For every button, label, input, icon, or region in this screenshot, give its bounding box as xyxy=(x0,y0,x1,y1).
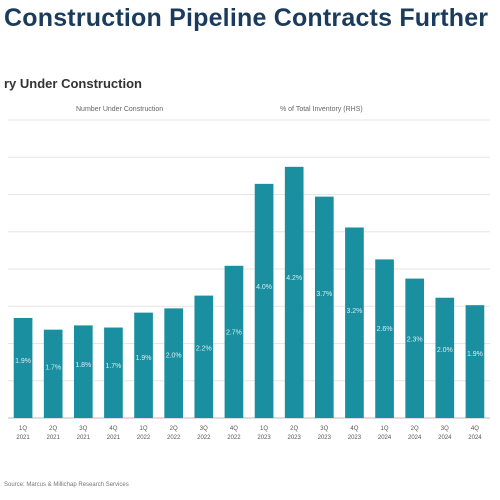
x-tick-label-year: 2023 xyxy=(257,435,271,441)
bar-data-label: 1.9% xyxy=(467,351,483,358)
x-tick-label-quarter: 4Q xyxy=(350,426,358,432)
bar xyxy=(104,327,123,418)
x-tick-label-year: 2022 xyxy=(227,435,241,441)
x-tick-label-quarter: 4Q xyxy=(230,426,238,432)
x-tick-label-year: 2021 xyxy=(47,435,61,441)
x-tick-label-quarter: 2Q xyxy=(170,426,178,432)
bar-data-label: 2.0% xyxy=(166,353,182,360)
x-tick-label-year: 2024 xyxy=(438,435,452,441)
bar xyxy=(43,329,63,418)
x-tick-label-year: 2024 xyxy=(378,435,392,441)
x-tick-label-quarter: 3Q xyxy=(441,426,449,432)
x-tick-label-quarter: 1Q xyxy=(381,426,389,432)
legend-right-label: % of Total Inventory (RHS) xyxy=(280,106,363,113)
bar xyxy=(134,312,153,418)
x-tick-label-quarter: 3Q xyxy=(320,426,328,432)
bar-data-label: 4.2% xyxy=(286,275,302,282)
bar-data-label: 3.2% xyxy=(346,308,362,315)
x-tick-label-year: 2023 xyxy=(288,435,302,441)
chart-subtitle: ry Under Construction xyxy=(4,76,142,91)
x-tick-label-year: 2024 xyxy=(468,435,482,441)
bar xyxy=(345,227,364,418)
x-tick-label-year: 2022 xyxy=(197,435,211,441)
bar-data-label: 1.7% xyxy=(45,364,61,371)
bar xyxy=(73,325,93,418)
bar xyxy=(13,317,33,418)
bar-data-label: 2.3% xyxy=(407,336,423,343)
x-tick-label-quarter: 1Q xyxy=(260,426,268,432)
x-tick-label-quarter: 4Q xyxy=(471,426,479,432)
x-tick-label-quarter: 2Q xyxy=(290,426,298,432)
bar-data-label: 4.0% xyxy=(256,284,272,291)
bar-data-label: 2.7% xyxy=(226,329,242,336)
bar-data-label: 1.7% xyxy=(105,363,121,370)
x-tick-label-quarter: 1Q xyxy=(140,426,148,432)
bar xyxy=(405,278,425,418)
bar xyxy=(254,183,274,418)
bar xyxy=(435,297,455,418)
x-tick-label-year: 2021 xyxy=(16,435,30,441)
bar-data-label: 2.2% xyxy=(196,346,212,353)
bar-data-label: 1.9% xyxy=(136,355,152,362)
x-tick-label-year: 2023 xyxy=(318,435,332,441)
bar-data-label: 2.6% xyxy=(377,326,393,333)
legend-left-label: Number Under Construction xyxy=(76,106,164,113)
x-tick-label-quarter: 3Q xyxy=(79,426,87,432)
x-tick-label-year: 2023 xyxy=(348,435,362,441)
bar xyxy=(224,265,244,418)
x-tick-label-quarter: 3Q xyxy=(200,426,208,432)
x-tick-label-quarter: 2Q xyxy=(49,426,57,432)
bar xyxy=(284,166,304,418)
x-tick-label-year: 2021 xyxy=(107,435,121,441)
bar-data-label: 2.0% xyxy=(437,347,453,354)
page-title: Construction Pipeline Contracts Further xyxy=(4,4,489,32)
bar-data-label: 3.7% xyxy=(316,291,332,298)
bar xyxy=(465,305,485,418)
bar-data-label: 1.9% xyxy=(15,358,31,365)
x-tick-label-quarter: 2Q xyxy=(411,426,419,432)
bar xyxy=(314,196,334,418)
source-note: Source: Marcus & Millichap Research Serv… xyxy=(4,482,129,488)
x-tick-label-year: 2021 xyxy=(77,435,91,441)
x-tick-label-year: 2022 xyxy=(167,435,181,441)
x-tick-label-year: 2022 xyxy=(137,435,151,441)
bar-data-label: 1.8% xyxy=(75,362,91,369)
bar xyxy=(164,308,184,418)
x-tick-label-year: 2024 xyxy=(408,435,422,441)
bar xyxy=(194,295,214,418)
x-tick-label-quarter: 4Q xyxy=(109,426,117,432)
bar xyxy=(375,259,394,418)
x-tick-label-quarter: 1Q xyxy=(19,426,27,432)
